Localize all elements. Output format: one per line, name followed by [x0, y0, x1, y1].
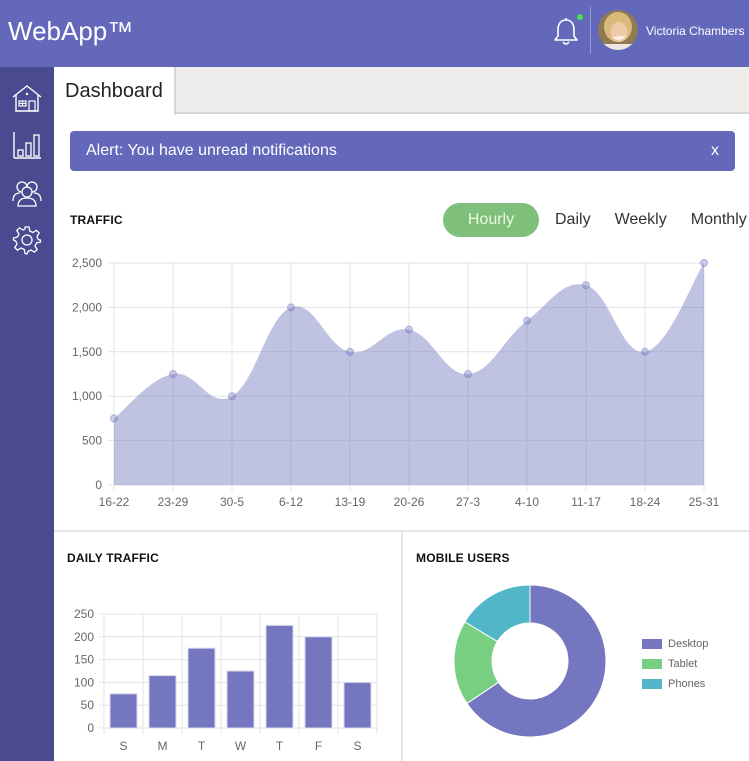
legend-swatch-tablet [642, 659, 662, 669]
sidebar-item-analytics[interactable] [0, 124, 54, 166]
period-hourly-button[interactable]: Hourly [443, 203, 539, 237]
sidebar-item-settings[interactable] [0, 219, 54, 261]
svg-text:0: 0 [95, 478, 102, 492]
users-icon [12, 181, 42, 207]
period-monthly-button[interactable]: Monthly [690, 211, 747, 228]
sidebar-item-home[interactable] [0, 77, 54, 119]
mobile-users-donut-chart [453, 584, 607, 738]
svg-text:F: F [315, 739, 322, 753]
svg-text:T: T [276, 739, 284, 753]
svg-text:50: 50 [81, 698, 95, 712]
user-avatar[interactable] [598, 10, 638, 50]
svg-text:M: M [158, 739, 168, 753]
svg-text:18-24: 18-24 [630, 495, 661, 509]
svg-text:200: 200 [74, 630, 94, 644]
svg-text:1,500: 1,500 [72, 345, 102, 359]
svg-text:2,000: 2,000 [72, 300, 102, 314]
svg-text:250: 250 [74, 607, 94, 621]
alert-text: Alert: You have unread notifications [86, 142, 337, 159]
legend-label: Phones [668, 678, 706, 690]
legend-label: Desktop [668, 638, 709, 650]
svg-text:100: 100 [74, 675, 94, 689]
section-divider-vertical [401, 532, 403, 761]
svg-text:500: 500 [82, 434, 102, 448]
notification-indicator [577, 14, 583, 20]
period-weekly-button[interactable]: Weekly [614, 211, 667, 228]
sidebar-item-users[interactable] [0, 172, 54, 214]
svg-text:20-26: 20-26 [394, 495, 425, 509]
svg-text:W: W [235, 739, 247, 753]
user-name[interactable]: Victoria Chambers [646, 24, 745, 38]
alert-banner: Alert: You have unread notifications x [70, 131, 735, 171]
svg-text:150: 150 [74, 653, 94, 667]
svg-text:4-10: 4-10 [515, 495, 539, 509]
svg-text:25-31: 25-31 [689, 495, 720, 509]
notifications-bell-icon[interactable] [552, 17, 580, 47]
svg-text:27-3: 27-3 [456, 495, 480, 509]
svg-text:T: T [198, 739, 206, 753]
daily-traffic-title: DAILY TRAFFIC [67, 551, 159, 565]
legend-swatch-phones [642, 679, 662, 689]
legend-item-desktop[interactable]: Desktop [642, 634, 708, 654]
svg-text:23-29: 23-29 [158, 495, 189, 509]
period-daily-button[interactable]: Daily [555, 211, 591, 228]
traffic-period-selector: Hourly Daily Weekly Monthly [443, 203, 749, 237]
traffic-title: TRAFFIC [70, 213, 123, 227]
tab-bar: Dashboard [54, 67, 749, 115]
header-divider [590, 7, 591, 54]
app-logo[interactable]: WebApp™ [8, 16, 134, 46]
tab-dashboard[interactable]: Dashboard [54, 67, 176, 115]
bar-chart-icon [13, 132, 41, 159]
legend-item-tablet[interactable]: Tablet [642, 654, 708, 674]
legend-label: Tablet [668, 658, 698, 670]
gear-icon [12, 226, 42, 255]
svg-text:30-5: 30-5 [220, 495, 244, 509]
section-divider [54, 530, 749, 532]
mobile-users-legend: Desktop Tablet Phones [642, 634, 708, 694]
traffic-line-chart: 0 500 1,000 1,500 2,000 2,500 16-22 23-29 30-5 6-… [72, 256, 720, 509]
legend-item-phones[interactable]: Phones [642, 674, 708, 694]
top-header: WebApp™ Victoria Chambers [0, 0, 749, 67]
svg-text:S: S [119, 739, 127, 753]
alert-close-button[interactable]: x [711, 142, 719, 159]
svg-text:6-12: 6-12 [279, 495, 303, 509]
home-icon [12, 85, 42, 112]
mobile-users-title: MOBILE USERS [416, 551, 510, 565]
svg-text:0: 0 [87, 721, 94, 735]
svg-text:13-19: 13-19 [335, 495, 366, 509]
daily-traffic-bar-chart: 0 50 100 150 200 250 S M T W T F S [74, 607, 378, 753]
svg-text:S: S [353, 739, 361, 753]
svg-text:11-17: 11-17 [571, 495, 601, 509]
svg-text:1,000: 1,000 [72, 389, 102, 403]
legend-swatch-desktop [642, 639, 662, 649]
svg-text:16-22: 16-22 [99, 495, 130, 509]
sidebar [0, 67, 54, 761]
svg-text:2,500: 2,500 [72, 256, 102, 270]
